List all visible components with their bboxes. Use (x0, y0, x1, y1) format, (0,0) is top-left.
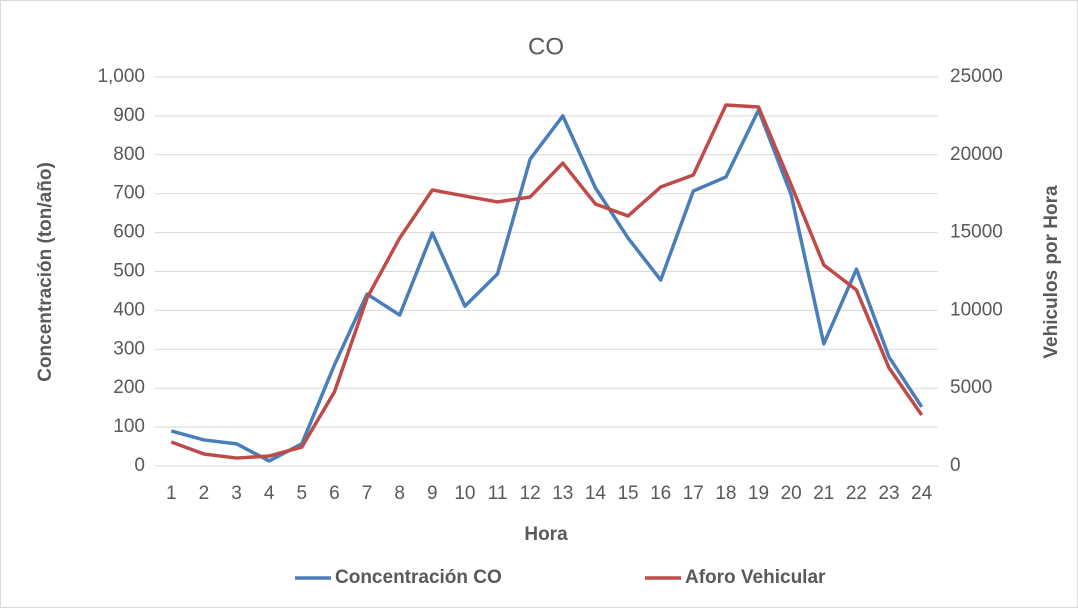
x-tick-label: 14 (585, 483, 607, 504)
y2-tick-label: 20000 (950, 144, 1003, 165)
y2-tick-label: 10000 (950, 299, 1003, 320)
y-tick-label: 200 (113, 377, 145, 398)
line-series (170, 108, 924, 463)
y-tick-label: 0 (134, 455, 145, 476)
x-tick-label: 20 (781, 483, 802, 504)
x-tick-label: 24 (911, 483, 933, 504)
x-tick-label: 4 (264, 483, 275, 504)
x-tick-label: 11 (488, 483, 508, 504)
y-tick-label: 600 (113, 222, 145, 243)
x-tick-label: 2 (199, 483, 210, 504)
x-tick-label: 8 (394, 483, 405, 504)
x-tick-label: 15 (617, 483, 638, 504)
x-tick-label: 13 (552, 483, 573, 504)
x-tick-label: 1 (166, 483, 177, 504)
x-tick-label: 12 (520, 483, 541, 504)
x-axis-label: Hora (524, 524, 568, 545)
x-tick-label: 7 (362, 483, 373, 504)
y-tick-label: 500 (113, 261, 145, 282)
y-tick-label: 100 (113, 416, 145, 437)
y-tick-label: 700 (113, 183, 145, 204)
x-tick-label: 6 (329, 483, 340, 504)
y2-tick-label: 5000 (950, 377, 992, 398)
y2-axis-label: Vehiculos por Hora (1041, 185, 1062, 359)
x-tick-label: 19 (748, 483, 769, 504)
legend-label: Concentración CO (335, 567, 502, 588)
y-tick-label: 1,000 (97, 66, 145, 87)
y-tick-label: 900 (113, 105, 145, 126)
x-tick-label: 10 (454, 483, 475, 504)
line-series (170, 103, 924, 460)
x-tick-label: 21 (813, 483, 834, 504)
x-tick-label: 9 (427, 483, 438, 504)
legend-label: Aforo Vehicular (685, 567, 826, 588)
x-tick-label: 22 (846, 483, 867, 504)
x-tick-label: 3 (231, 483, 242, 504)
x-tick-label: 18 (715, 483, 736, 504)
y-tick-label: 300 (113, 338, 145, 359)
y-tick-label: 800 (113, 144, 145, 165)
x-tick-label: 5 (297, 483, 308, 504)
chart-title: CO (528, 33, 564, 60)
y2-tick-label: 25000 (950, 66, 1003, 87)
y-axis-label: Concentración (ton/año) (35, 162, 56, 382)
y-tick-label: 400 (113, 299, 145, 320)
x-tick-label: 17 (683, 483, 704, 504)
x-tick-label: 16 (650, 483, 671, 504)
x-tick-label: 23 (878, 483, 899, 504)
y2-tick-label: 15000 (950, 222, 1003, 243)
y2-tick-label: 0 (950, 455, 961, 476)
